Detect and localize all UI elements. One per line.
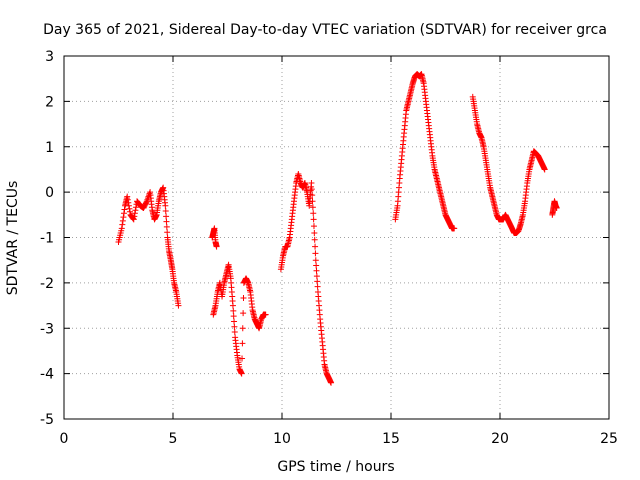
chart-title: Day 365 of 2021, Sidereal Day-to-day VTE… <box>43 22 607 38</box>
data-point <box>309 204 316 211</box>
x-tick-label: 25 <box>600 431 618 447</box>
data-point <box>131 210 138 217</box>
data-point <box>328 379 335 386</box>
data-point <box>163 213 170 220</box>
data-point <box>162 208 169 215</box>
x-tick-label: 20 <box>491 431 509 447</box>
data-point <box>124 196 131 203</box>
data-point <box>119 221 126 228</box>
data-point <box>132 204 139 211</box>
data-point <box>553 205 560 212</box>
data-point <box>262 311 269 318</box>
data-point <box>126 208 133 215</box>
series-segment-1 <box>115 184 182 309</box>
data-point <box>120 214 127 221</box>
data-point <box>310 216 317 223</box>
data-point <box>312 250 319 257</box>
x-tick-label: 5 <box>169 431 178 447</box>
data-point <box>118 225 125 232</box>
x-tick-label: 10 <box>273 431 291 447</box>
y-tick-label: -1 <box>40 231 54 247</box>
y-tick-label: 1 <box>45 140 54 156</box>
series-segment-5 <box>392 71 458 232</box>
data-points <box>115 71 560 386</box>
data-point <box>310 223 317 230</box>
data-point <box>312 257 319 264</box>
data-point <box>308 186 315 193</box>
data-point <box>230 307 237 314</box>
data-point <box>120 210 127 217</box>
data-point <box>231 323 238 330</box>
y-tick-label: 3 <box>45 49 54 65</box>
data-point <box>175 302 182 309</box>
series-segment-6 <box>469 93 548 236</box>
data-point <box>125 202 132 209</box>
data-point <box>119 217 126 224</box>
data-point <box>229 302 236 309</box>
data-point <box>163 223 170 230</box>
x-axis-label: GPS time / hours <box>277 459 394 475</box>
data-point <box>162 202 169 209</box>
y-tick-label: -4 <box>40 367 54 383</box>
data-point <box>164 229 171 236</box>
data-point <box>231 329 238 336</box>
data-point <box>132 207 139 214</box>
data-point <box>239 340 246 347</box>
data-point <box>313 267 320 274</box>
series-segment-4 <box>277 170 335 386</box>
y-tick-label: 2 <box>45 94 54 110</box>
data-point <box>163 218 170 225</box>
data-point <box>541 166 548 173</box>
data-point <box>240 295 247 301</box>
data-point <box>313 273 320 280</box>
data-point <box>143 199 150 206</box>
grid-lines <box>64 56 609 419</box>
y-tick-label: 0 <box>45 185 54 201</box>
y-tick-label: -3 <box>40 321 54 337</box>
data-point <box>314 283 321 290</box>
data-point <box>314 278 321 285</box>
data-point <box>310 210 317 217</box>
data-point <box>126 205 133 212</box>
data-point <box>238 370 245 377</box>
data-point <box>213 243 220 250</box>
data-point <box>311 236 318 243</box>
data-point <box>239 355 246 362</box>
data-point <box>311 229 318 236</box>
data-point <box>451 225 458 232</box>
data-point <box>131 213 138 220</box>
data-point <box>121 206 128 213</box>
x-tick-label: 0 <box>60 431 69 447</box>
data-point <box>231 318 238 325</box>
data-point <box>308 180 315 187</box>
data-point <box>230 313 237 320</box>
data-point <box>130 216 137 223</box>
y-axis-label: SDTVAR / TECUs <box>5 181 21 296</box>
data-point <box>313 262 320 269</box>
data-point <box>309 192 316 199</box>
series-segment-2 <box>210 261 269 377</box>
series-segment-3 <box>209 225 220 250</box>
x-tick-label: 15 <box>382 431 400 447</box>
data-point <box>124 193 131 200</box>
data-point <box>309 198 316 205</box>
axis-ticks: 0 5 10 15 20 25 -5 -4 -3 -2 -1 0 1 2 3 <box>40 49 618 447</box>
data-point <box>239 325 246 332</box>
data-point <box>240 310 247 317</box>
y-tick-label: -2 <box>40 276 54 292</box>
series-segment-7 <box>549 198 560 218</box>
y-tick-label: -5 <box>40 412 54 428</box>
data-point <box>312 243 319 250</box>
data-point <box>125 199 132 206</box>
